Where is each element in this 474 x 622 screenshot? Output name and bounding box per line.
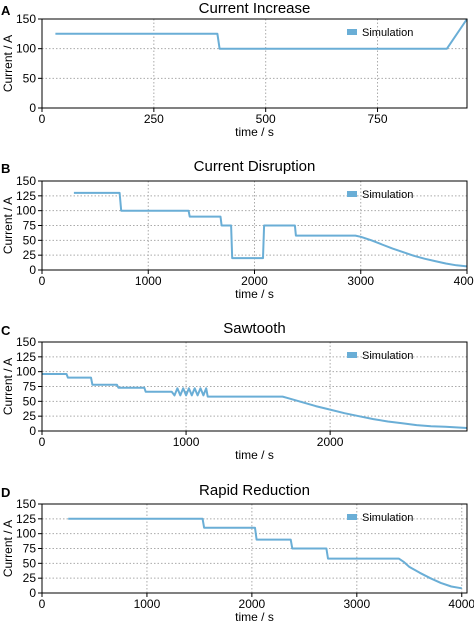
- x-tick-label: 3000: [343, 597, 370, 611]
- y-tick-label: 100: [16, 42, 36, 56]
- legend-label: Simulation: [362, 27, 413, 39]
- legend: Simulation: [347, 350, 413, 362]
- y-tick-label: 150: [16, 335, 36, 349]
- chart-title: Rapid Reduction: [199, 482, 310, 499]
- legend-swatch: [347, 352, 357, 358]
- y-axis-label: Current / A: [1, 35, 15, 92]
- x-tick-label: 750: [368, 112, 388, 126]
- x-tick-label: 2000: [317, 435, 344, 449]
- y-tick-label: 50: [23, 556, 37, 570]
- x-tick-label: 0: [39, 112, 46, 126]
- panel-letter: C: [1, 323, 11, 338]
- plot-frame: [41, 18, 468, 109]
- x-tick-label: 0: [39, 597, 46, 611]
- series-line-simulation: [42, 373, 468, 429]
- y-tick-label: 100: [16, 204, 36, 218]
- chart-panel-a: A Current Increase 0 250 500 750 0 50 100 150 time…: [1, 0, 468, 139]
- y-tick-label: 50: [23, 394, 37, 408]
- y-tick-label: 0: [29, 101, 36, 115]
- x-tick-label: 4000: [448, 597, 474, 611]
- y-tick-label: 100: [16, 527, 36, 541]
- legend-label: Simulation: [362, 350, 413, 362]
- x-tick-label: 250: [144, 112, 164, 126]
- y-tick-label: 50: [23, 233, 37, 247]
- panel-letter: D: [1, 485, 10, 500]
- x-axis-label: time / s: [235, 125, 274, 139]
- x-tick-label: 0: [39, 274, 46, 288]
- y-tick-label: 125: [16, 512, 36, 526]
- x-tick-label: 1000: [173, 435, 200, 449]
- legend: Simulation: [347, 27, 413, 39]
- series-line-simulation: [68, 517, 462, 590]
- x-tick-label: 2000: [241, 274, 268, 288]
- legend-label: Simulation: [362, 189, 413, 201]
- y-axis-label: Current / A: [1, 520, 15, 577]
- legend-swatch: [347, 514, 357, 520]
- y-tick-label: 150: [16, 497, 36, 511]
- y-tick-label: 25: [23, 409, 37, 423]
- panel-letter: A: [1, 3, 11, 18]
- legend-swatch: [347, 191, 357, 197]
- y-tick-label: 75: [23, 219, 37, 233]
- y-tick-label: 25: [23, 571, 37, 585]
- x-tick-label: 3000: [347, 274, 374, 288]
- x-tick-label: 1000: [134, 597, 161, 611]
- y-tick-label: 0: [29, 263, 36, 277]
- y-tick-label: 125: [16, 350, 36, 364]
- y-tick-label: 75: [23, 542, 37, 556]
- x-axis-label: time / s: [235, 610, 274, 622]
- series-line-simulation: [73, 191, 468, 268]
- series-line-simulation: [55, 18, 468, 50]
- legend-label: Simulation: [362, 512, 413, 524]
- legend: Simulation: [347, 189, 413, 201]
- x-axis-label: time / s: [235, 448, 274, 462]
- y-tick-label: 100: [16, 365, 36, 379]
- x-tick-label: 4000: [454, 274, 474, 288]
- y-axis-label: Current / A: [1, 358, 15, 415]
- legend: Simulation: [347, 512, 413, 524]
- y-tick-label: 0: [29, 424, 36, 438]
- chart-panel-b: B Current Disruption 0 1000 2000 3000 4000 0255…: [1, 158, 474, 301]
- y-tick-label: 25: [23, 248, 37, 262]
- y-tick-label: 0: [29, 586, 36, 600]
- chart-title: Current Disruption: [194, 158, 316, 175]
- y-tick-label: 125: [16, 189, 36, 203]
- chart-title: Current Increase: [199, 0, 311, 17]
- x-tick-label: 1000: [135, 274, 162, 288]
- y-axis-label: Current / A: [1, 197, 15, 254]
- x-tick-label: 500: [256, 112, 276, 126]
- chart-title: Sawtooth: [223, 320, 286, 337]
- y-tick-label: 150: [16, 12, 36, 26]
- y-tick-label: 75: [23, 380, 37, 394]
- y-tick-label: 50: [23, 71, 37, 85]
- y-tick-label: 150: [16, 174, 36, 188]
- panel-letter: B: [1, 161, 10, 176]
- x-axis-label: time / s: [235, 287, 274, 301]
- x-tick-label: 0: [39, 435, 46, 449]
- x-tick-label: 2000: [239, 597, 266, 611]
- chart-panel-d: D Rapid Reduction 0 1000 2000 3000 4000 0255075…: [1, 482, 474, 622]
- legend-swatch: [347, 29, 357, 35]
